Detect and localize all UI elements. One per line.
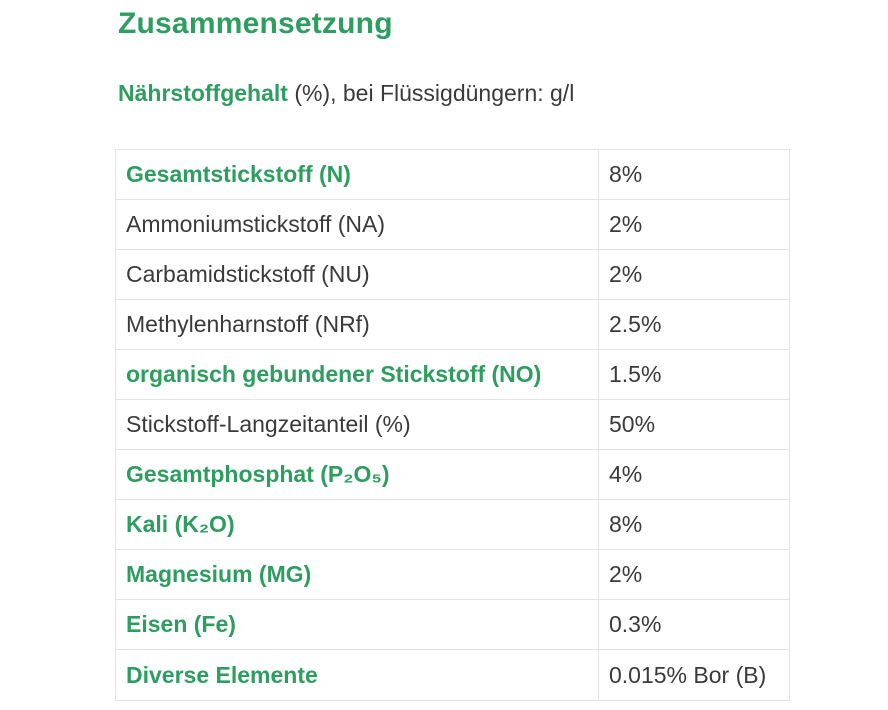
- row-value: 50%: [609, 411, 656, 437]
- table-row: Eisen (Fe) 0.3%: [116, 600, 789, 650]
- row-value: 2%: [609, 261, 643, 287]
- table-row: Carbamidstickstoff (NU) 2%: [116, 250, 789, 300]
- subtitle-lead: Nährstoffgehalt: [118, 80, 288, 106]
- row-value: 8%: [609, 511, 643, 537]
- table-row: Stickstoff-Langzeitanteil (%) 50%: [116, 400, 789, 450]
- table-row: Gesamtstickstoff (N) 8%: [116, 150, 789, 200]
- subtitle-rest: (%), bei Flüssigdüngern: g/l: [287, 80, 575, 106]
- row-label: Methylenharnstoff (NRf): [116, 300, 599, 349]
- row-value: 1.5%: [609, 361, 662, 387]
- row-label: Eisen (Fe): [116, 600, 599, 649]
- row-label: Carbamidstickstoff (NU): [116, 250, 599, 299]
- row-value: 0.3%: [609, 611, 662, 637]
- row-value: 4%: [609, 461, 643, 487]
- row-label: Stickstoff-Langzeitanteil (%): [116, 400, 599, 449]
- row-value: 2%: [609, 561, 643, 587]
- table-row: Magnesium (MG) 2%: [116, 550, 789, 600]
- table-row: Kali (K₂O) 8%: [116, 500, 789, 550]
- row-value: 8%: [609, 161, 643, 187]
- row-label: Gesamtstickstoff (N): [116, 150, 599, 199]
- row-label: Gesamtphosphat (P₂O₅): [116, 450, 599, 499]
- row-value: 2.5%: [609, 311, 662, 337]
- table-row: Methylenharnstoff (NRf) 2.5%: [116, 300, 789, 350]
- table-row: organisch gebundener Stickstoff (NO) 1.5…: [116, 350, 789, 400]
- row-label: organisch gebundener Stickstoff (NO): [116, 350, 599, 399]
- table-row: Gesamtphosphat (P₂O₅) 4%: [116, 450, 789, 500]
- row-label: Diverse Elemente: [116, 650, 599, 700]
- composition-table: Gesamtstickstoff (N) 8% Ammoniumsticksto…: [115, 149, 790, 701]
- table-row: Diverse Elemente 0.015% Bor (B): [116, 650, 789, 700]
- row-value: 2%: [609, 211, 643, 237]
- row-label: Magnesium (MG): [116, 550, 599, 599]
- row-label: Ammoniumstickstoff (NA): [116, 200, 599, 249]
- row-value: 0.015% Bor (B): [609, 661, 767, 688]
- row-label: Kali (K₂O): [116, 500, 599, 549]
- subtitle: Nährstoffgehalt (%), bei Flüssigdüngern:…: [118, 79, 574, 107]
- page-title: Zusammensetzung: [118, 7, 393, 40]
- table-row: Ammoniumstickstoff (NA) 2%: [116, 200, 789, 250]
